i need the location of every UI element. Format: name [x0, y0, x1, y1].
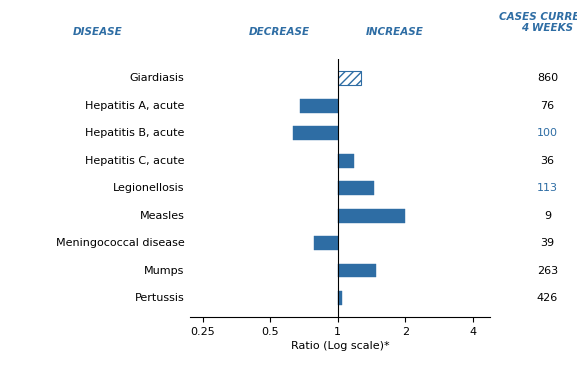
Text: DECREASE: DECREASE	[249, 27, 310, 37]
Bar	[300, 99, 338, 113]
Text: DISEASE: DISEASE	[73, 27, 123, 37]
Text: 9: 9	[544, 211, 551, 221]
Text: 860: 860	[537, 73, 558, 83]
Bar	[338, 264, 376, 277]
Text: 426: 426	[537, 293, 558, 303]
Bar	[338, 72, 361, 85]
Text: 113: 113	[537, 183, 558, 193]
Bar	[313, 236, 338, 250]
Text: Giardiasis: Giardiasis	[130, 73, 185, 83]
Text: 100: 100	[537, 128, 558, 138]
Bar	[338, 154, 354, 168]
Text: INCREASE: INCREASE	[366, 27, 424, 37]
Text: 263: 263	[537, 266, 558, 276]
X-axis label: Ratio (Log scale)*: Ratio (Log scale)*	[291, 341, 389, 351]
Text: Pertussis: Pertussis	[134, 293, 185, 303]
Bar	[293, 126, 338, 140]
Text: 39: 39	[541, 238, 554, 248]
Text: Hepatitis B, acute: Hepatitis B, acute	[85, 128, 185, 138]
Text: 36: 36	[541, 156, 554, 166]
Bar	[338, 291, 342, 305]
Text: 76: 76	[541, 101, 554, 111]
Bar	[338, 209, 405, 223]
Text: Hepatitis A, acute: Hepatitis A, acute	[85, 101, 185, 111]
Text: Hepatitis C, acute: Hepatitis C, acute	[85, 156, 185, 166]
Text: Legionellosis: Legionellosis	[113, 183, 185, 193]
Text: Meningococcal disease: Meningococcal disease	[55, 238, 185, 248]
Text: CASES CURRENT
4 WEEKS: CASES CURRENT 4 WEEKS	[499, 11, 577, 33]
Text: Measles: Measles	[140, 211, 185, 221]
Text: Mumps: Mumps	[144, 266, 185, 276]
Bar	[338, 181, 374, 195]
